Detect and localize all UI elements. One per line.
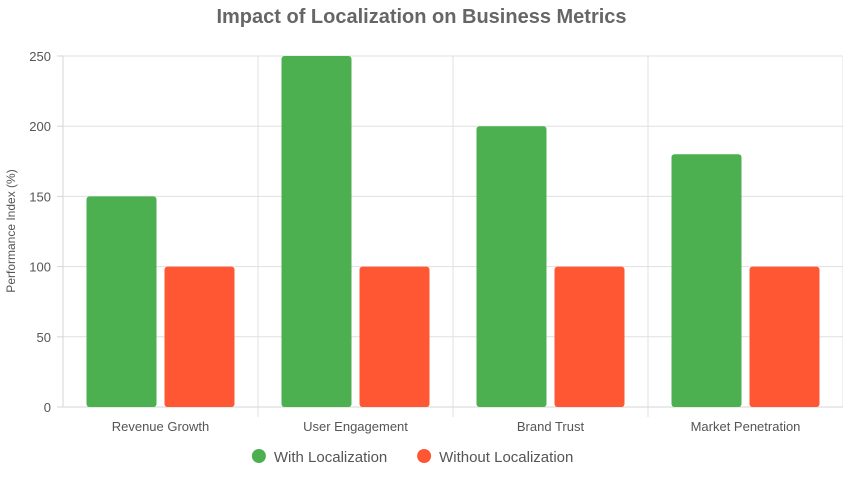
y-axis-ticks: 0 50 100 150 200 250 <box>29 49 51 415</box>
bar-without-revenue-growth <box>164 266 235 407</box>
legend-item-without[interactable]: Without Localization <box>417 449 573 466</box>
y-axis-label: Performance Index (%) <box>4 169 18 292</box>
x-tick-label: Revenue Growth <box>112 419 210 434</box>
y-tick-label: 50 <box>37 330 51 345</box>
y-tick-label: 0 <box>44 400 51 415</box>
y-tick-label: 150 <box>29 189 51 204</box>
x-tick-label: Brand Trust <box>517 419 585 434</box>
x-tick-label: Market Penetration <box>691 419 801 434</box>
y-tick-label: 200 <box>29 119 51 134</box>
bar-without-brand-trust <box>554 266 625 407</box>
bars <box>86 56 820 407</box>
bar-with-revenue-growth <box>86 196 157 407</box>
legend-marker <box>251 449 266 463</box>
legend-label: With Localization <box>274 449 387 466</box>
legend-marker <box>417 449 432 463</box>
y-tick-label: 100 <box>29 260 51 275</box>
bar-with-user-engagement <box>281 56 352 407</box>
legend: With Localization Without Localization <box>251 449 573 466</box>
legend-item-with[interactable]: With Localization <box>251 449 387 466</box>
bar-without-market-penetration <box>749 266 820 407</box>
x-axis-ticks: Revenue Growth User Engagement Brand Trust… <box>112 419 801 434</box>
x-tick-label: User Engagement <box>303 419 408 434</box>
bar-with-brand-trust <box>476 126 547 407</box>
y-tick-label: 250 <box>29 49 51 64</box>
bar-with-market-penetration <box>671 154 742 407</box>
legend-label: Without Localization <box>439 449 573 466</box>
chart-title: Impact of Localization on Business Metri… <box>216 6 627 28</box>
bar-without-user-engagement <box>359 266 430 407</box>
